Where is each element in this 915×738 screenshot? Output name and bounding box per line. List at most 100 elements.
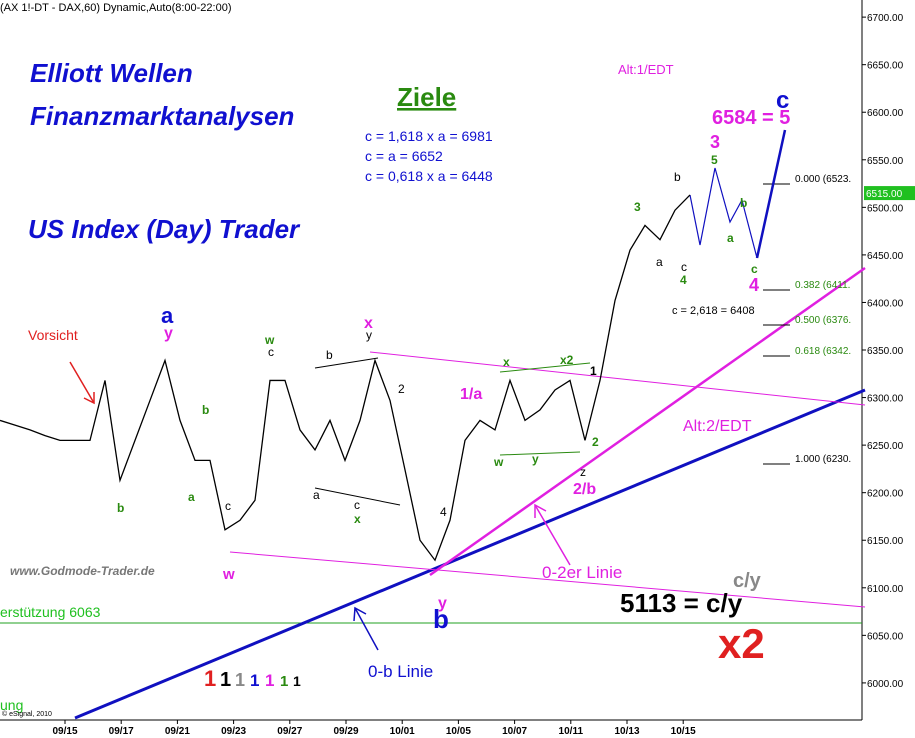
wave-label: a: [188, 490, 195, 504]
y-tick-label: 6050.00: [867, 631, 904, 642]
wave-label: b: [202, 403, 209, 417]
price-tag: [864, 186, 915, 201]
count-label: 1: [220, 669, 231, 691]
wave-label: x: [364, 315, 373, 332]
wave-line: [499, 362, 591, 373]
projection: [689, 167, 758, 259]
wave-label: 2: [592, 435, 599, 449]
y-tick-label: 6700.00: [867, 13, 904, 24]
wave-label: w: [222, 566, 235, 583]
x-tick-label: 10/13: [614, 726, 639, 737]
heading: Finanzmarktanalysen: [30, 101, 294, 131]
heading: US Index (Day) Trader: [28, 214, 301, 244]
arrows: [69, 361, 571, 651]
x-tick-label: 10/15: [671, 726, 696, 737]
wave-label: x2: [560, 353, 574, 367]
count-label: 1: [235, 670, 245, 690]
copyright: © eSignal, 2010: [2, 710, 52, 718]
y-tick-label: 6300.00: [867, 394, 904, 405]
annotation: c: [776, 87, 789, 114]
wave-label: a: [727, 231, 734, 245]
wave-label: b: [674, 170, 681, 184]
y-tick-label: 6250.00: [867, 441, 904, 452]
wave-label: y: [438, 595, 447, 612]
x-tick-label: 10/11: [559, 726, 584, 737]
x-tick-label: 09/23: [221, 726, 246, 737]
wave-label: 3: [634, 200, 641, 214]
target: c = 1,618 x a = 6981: [365, 128, 493, 144]
target: c = 0,618 x a = 6448: [365, 168, 493, 184]
wave-line: [314, 487, 401, 506]
fib-levels: [763, 183, 790, 465]
channel-lower: [229, 551, 866, 608]
annotation: 5113 = c/y: [620, 588, 743, 618]
trend-line-0-2: [429, 266, 866, 577]
wave-label: w: [493, 455, 504, 469]
fib-label: 0.500 (6376.: [795, 315, 851, 326]
wave-label: c: [751, 262, 758, 276]
y-tick-label: 6500.00: [867, 203, 904, 214]
wave-label: 1/a: [460, 386, 482, 403]
wave-label: x: [354, 512, 361, 526]
y-tick-label: 6650.00: [867, 61, 904, 72]
wave-label: 2/b: [573, 481, 596, 498]
price-tag-label: 6515.00: [866, 189, 903, 200]
wave-line: [314, 357, 379, 369]
chart-title: (AX 1!-DT - DAX,60) Dynamic,Auto(8:00-22…: [0, 2, 232, 14]
y-tick-label: 6150.00: [867, 536, 904, 547]
count-label: 1: [293, 673, 301, 689]
arrow: [534, 504, 571, 566]
projection: [755, 129, 787, 259]
wave-label: y: [366, 328, 372, 342]
x-tick-label: 09/17: [109, 726, 134, 737]
count-label: 1: [204, 666, 216, 691]
fib-label: 0.618 (6342.: [795, 346, 851, 357]
heading: Elliott Wellen: [30, 58, 193, 88]
annotation: Vorsicht: [28, 327, 78, 343]
wave-label: 4: [680, 273, 687, 287]
x-tick-label: 09/15: [52, 726, 77, 737]
count-label: 1: [265, 671, 274, 690]
x-tick-label: 09/21: [165, 726, 190, 737]
wave-label: x: [503, 355, 510, 369]
wave-label: c: [225, 499, 231, 513]
annotation: erstützung 6063: [0, 604, 101, 620]
wave-label: b: [433, 604, 449, 634]
annotation: 6584 = 5: [712, 107, 790, 129]
count-label: 1: [250, 671, 259, 690]
y-tick-label: 6550.00: [867, 156, 904, 167]
fib-label: 1.000 (6230.: [795, 454, 851, 465]
wave-label: c: [681, 260, 687, 274]
annotation: Alt:1/EDT: [618, 62, 674, 77]
wave-label: w: [264, 333, 275, 347]
wave-label: a: [313, 488, 320, 502]
wave-label: 4: [440, 505, 447, 519]
y-tick-label: 6450.00: [867, 251, 904, 262]
wave-label: 2: [398, 382, 405, 396]
y-tick-label: 6100.00: [867, 584, 904, 595]
target: c = a = 6652: [365, 148, 443, 164]
y-tick-label: 6600.00: [867, 108, 904, 119]
wave-label: b: [117, 501, 124, 515]
wave-label: a: [656, 255, 663, 269]
wave-label: 5: [711, 153, 718, 167]
arrow: [69, 361, 95, 404]
x-tick-label: 10/01: [390, 726, 415, 737]
arrow: [353, 606, 367, 622]
annotation: 0-2er Linie: [542, 563, 622, 582]
y-tick-label: 6350.00: [867, 346, 904, 357]
wave-line: [499, 451, 581, 456]
y-tick-label: 6000.00: [867, 679, 904, 690]
price-line: [0, 194, 691, 562]
y-tick-label: 6200.00: [867, 489, 904, 500]
annotation: ung: [0, 697, 23, 713]
wave-label: c: [268, 345, 274, 359]
arrow: [354, 607, 379, 651]
fib-label: 0.382 (6411.: [795, 280, 850, 291]
annotation: Alt:2/EDT: [683, 418, 752, 435]
x-tick-label: 10/07: [502, 726, 527, 737]
targets-title: Ziele: [397, 82, 456, 112]
wave-label: y: [164, 325, 173, 342]
